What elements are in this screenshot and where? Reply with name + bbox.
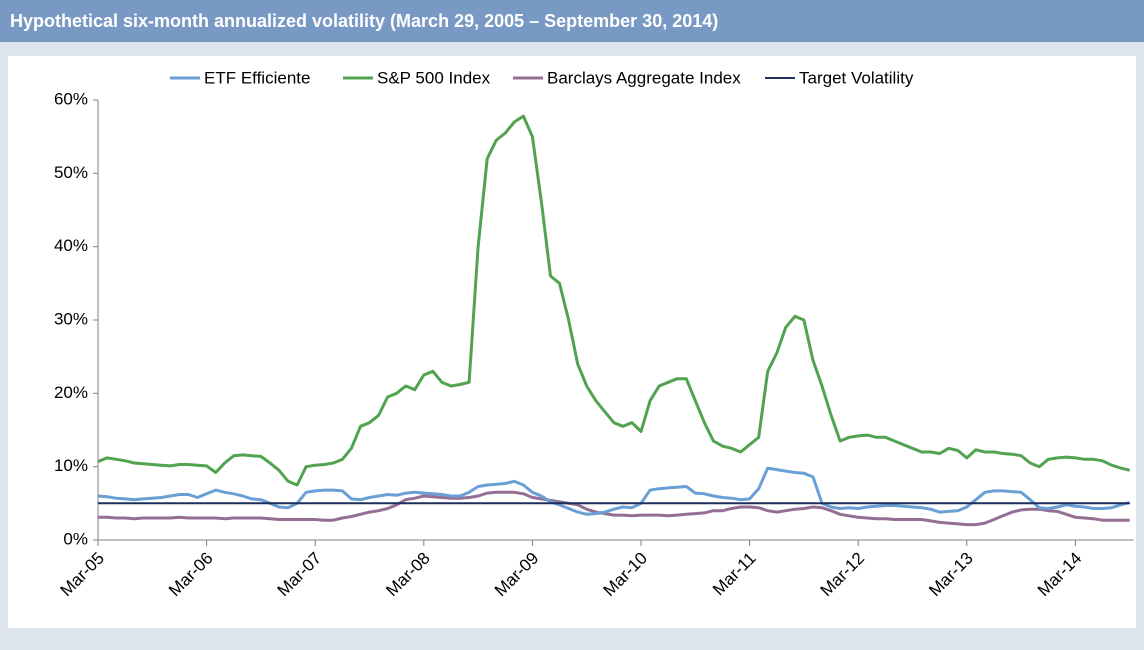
legend-label: ETF Efficiente — [204, 68, 310, 87]
y-tick-label: 30% — [54, 309, 88, 328]
y-tick-label: 50% — [54, 163, 88, 182]
chart: 0%10%20%30%40%50%60%Mar-05 Mar-06 Mar-07 Ma… — [8, 56, 1136, 628]
chart-title: Hypothetical six-month annualized volati… — [0, 0, 1144, 42]
series-line — [98, 490, 1130, 527]
legend-label: S&P 500 Index — [377, 68, 491, 87]
legend-label: Target Volatility — [799, 68, 914, 87]
y-tick-label: 0% — [63, 529, 88, 548]
y-tick-label: 10% — [54, 456, 88, 475]
y-tick-label: 40% — [54, 236, 88, 255]
y-tick-label: 20% — [54, 383, 88, 402]
y-tick-label: 60% — [54, 89, 88, 108]
legend-label: Barclays Aggregate Index — [547, 68, 741, 87]
series-line — [97, 114, 1131, 487]
